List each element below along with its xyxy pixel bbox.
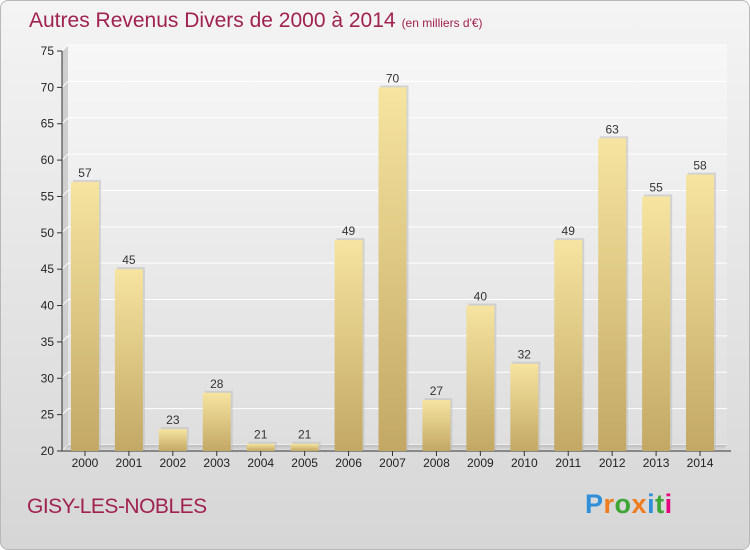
y-tick-label: 55	[41, 189, 55, 203]
gridline-diagonal	[61, 408, 69, 415]
proxiti-logo: Proxiti	[585, 489, 673, 520]
gridline-diagonal	[61, 153, 69, 161]
gridline-diagonal	[61, 190, 69, 197]
bar	[378, 87, 407, 451]
y-tick-label: 45	[41, 262, 55, 276]
x-tick-label: 2005	[291, 456, 318, 470]
x-tick-label: 2014	[687, 456, 714, 470]
x-tick-label: 2006	[335, 456, 362, 470]
x-tick-label: 2000	[72, 456, 99, 470]
data-label: 32	[518, 348, 532, 362]
chart-title: Autres Revenus Divers de 2000 à 2014 (en …	[29, 9, 483, 33]
logo-letter: i	[647, 489, 656, 519]
data-label: 49	[342, 224, 356, 238]
gridline-diagonal	[61, 81, 69, 88]
logo-letter: t	[655, 489, 665, 519]
logo-letter: r	[603, 489, 615, 519]
logo-letter: P	[585, 489, 604, 519]
y-tick-label: 30	[41, 371, 55, 385]
commune-name: GISY-LES-NOBLES	[27, 495, 207, 518]
bar	[598, 138, 627, 452]
bar	[422, 400, 451, 451]
data-label: 58	[693, 159, 707, 173]
data-label: 70	[386, 71, 400, 85]
bar	[290, 443, 319, 451]
y-tick-label: 35	[41, 335, 55, 349]
logo-letter: o	[614, 489, 632, 519]
x-tick-label: 2010	[511, 456, 538, 470]
y-tick-label: 60	[41, 153, 55, 167]
data-label: 21	[298, 428, 312, 442]
gridline-diagonal	[61, 117, 69, 125]
y-tick-label: 40	[41, 299, 55, 313]
data-label: 27	[430, 384, 444, 398]
bar	[466, 305, 495, 451]
x-tick-label: 2007	[379, 456, 406, 470]
x-tick-label: 2003	[203, 456, 230, 470]
data-label: 49	[562, 224, 576, 238]
gridline-diagonal	[61, 371, 69, 379]
logo-letter: x	[631, 489, 648, 519]
data-label: 45	[122, 253, 136, 267]
gridline-diagonal	[61, 262, 69, 270]
bar	[554, 240, 583, 451]
bar	[686, 174, 715, 452]
x-tick-label: 2008	[423, 456, 450, 470]
x-tick-label: 2001	[116, 456, 143, 470]
x-tick-label: 2013	[643, 456, 670, 470]
data-label: 57	[78, 166, 92, 180]
bar	[202, 392, 231, 451]
y-tick-label: 65	[41, 117, 55, 131]
bar	[642, 196, 671, 451]
bar	[510, 363, 539, 451]
data-label: 28	[210, 377, 224, 391]
x-tick-label: 2012	[599, 456, 626, 470]
x-tick-label: 2011	[555, 456, 581, 470]
data-label: 21	[254, 428, 268, 442]
gridline-diagonal	[61, 44, 69, 52]
gridline-diagonal	[61, 299, 69, 306]
plot-side-wall	[62, 45, 68, 451]
x-tick-label: 2004	[247, 456, 274, 470]
bar	[334, 240, 363, 451]
unit-note: (en milliers d'€)	[401, 16, 483, 30]
bar	[246, 443, 275, 451]
y-tick-label: 50	[41, 226, 55, 240]
y-tick-label: 75	[41, 44, 55, 58]
y-tick-label: 70	[41, 80, 55, 94]
y-tick-label: 20	[41, 444, 55, 458]
bar	[158, 429, 187, 451]
x-tick-label: 2009	[467, 456, 494, 470]
logo-letter: i	[664, 489, 673, 519]
y-tick-label: 25	[41, 408, 55, 422]
gridline-diagonal	[61, 226, 69, 234]
title-text: Autres Revenus Divers de 2000 à 2014	[29, 9, 396, 32]
gridline-diagonal	[61, 335, 69, 343]
bar	[114, 269, 143, 451]
data-label: 23	[166, 413, 180, 427]
x-tick-label: 2002	[159, 456, 186, 470]
data-label: 63	[605, 122, 619, 136]
data-label: 40	[474, 290, 488, 304]
data-label: 55	[649, 180, 663, 194]
bar	[70, 181, 99, 451]
